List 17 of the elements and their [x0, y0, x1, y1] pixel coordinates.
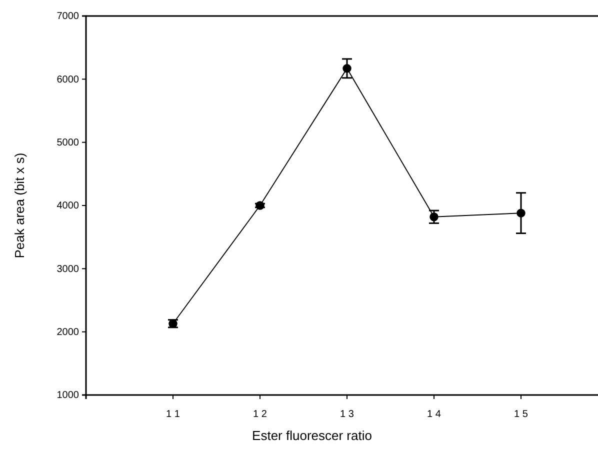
- y-axis-title: Peak area (bit x s): [12, 152, 27, 258]
- y-tick-label: 5000: [56, 138, 80, 149]
- point: [430, 212, 438, 222]
- y-tick-label: 4000: [56, 200, 80, 212]
- point: [516, 208, 526, 218]
- x-tick-label: 1 5: [514, 409, 528, 420]
- x-tick-label: 1 2: [253, 409, 268, 420]
- point: [342, 64, 352, 73]
- y-tick-label: 1000: [56, 390, 80, 402]
- x-tick-label: 1 1: [166, 409, 180, 420]
- y-tick-label: 7000: [56, 11, 80, 22]
- y-tick-label: 3000: [56, 264, 80, 275]
- x-tick-label: 1 4: [427, 409, 442, 420]
- x-tick-label: 1 3: [340, 409, 354, 420]
- y-tick-label: 6000: [56, 74, 80, 86]
- x-axis-title: Ester fluorescer ratio: [252, 428, 372, 443]
- y-tick-label: 2000: [56, 327, 80, 338]
